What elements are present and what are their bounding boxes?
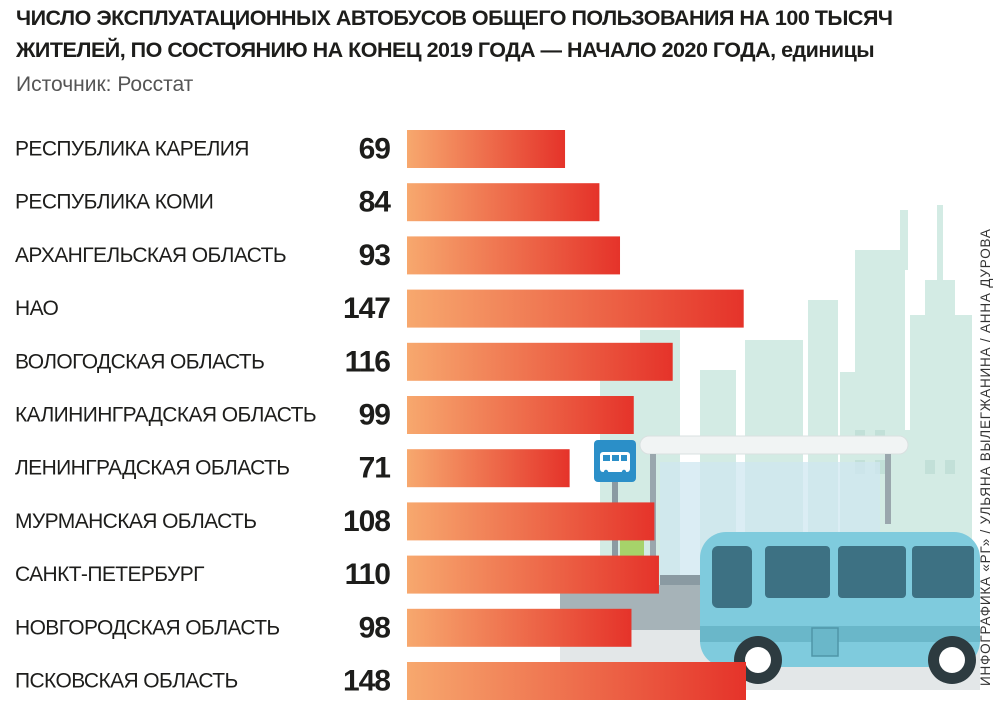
chart-rows: РЕСПУБЛИКА КАРЕЛИЯ 69 РЕСПУБЛИКА КОМИ 84 АРХ… (15, 130, 746, 700)
category-label: САНКТ-ПЕТЕРБУРГ (15, 563, 204, 586)
category-label: НОВГОРОДСКАЯ ОБЛАСТЬ (15, 616, 280, 639)
data-label: 116 (345, 345, 391, 378)
chart-title-line-1: ЧИСЛО ЭКСПЛУАТАЦИОННЫХ АВТОБУСОВ ОБЩЕГО … (16, 6, 893, 30)
bus-icon (700, 532, 980, 684)
data-label: 71 (359, 452, 391, 485)
bar (407, 183, 600, 222)
data-label: 147 (343, 292, 390, 325)
bar (407, 608, 632, 647)
bar (407, 502, 655, 541)
data-label: 99 (359, 399, 391, 432)
category-label: МУРМАНСКАЯ ОБЛАСТЬ (15, 510, 256, 533)
chart-title-line-2: ЖИТЕЛЕЙ, ПО СОСТОЯНИЮ НА КОНЕЦ 2019 ГОДА… (16, 38, 875, 63)
data-label: 93 (359, 239, 391, 272)
category-label: ВОЛОГОДСКАЯ ОБЛАСТЬ (15, 350, 264, 373)
category-label: РЕСПУБЛИКА КОМИ (15, 191, 213, 214)
data-label: 108 (343, 505, 390, 538)
category-label: РЕСПУБЛИКА КАРЕЛИЯ (15, 138, 249, 161)
bar (407, 662, 746, 700)
data-label: 110 (345, 558, 391, 591)
bar (407, 396, 634, 434)
data-label: 148 (343, 665, 390, 698)
bar (407, 130, 566, 168)
bar (407, 449, 570, 488)
data-label: 84 (359, 186, 392, 219)
category-label: НАО (15, 297, 59, 320)
bar (407, 289, 744, 328)
data-label: 98 (359, 611, 391, 644)
data-label: 69 (359, 133, 391, 166)
bar (407, 342, 673, 381)
chart-title-line-2-text: ЖИТЕЛЕЙ, ПО СОСТОЯНИЮ НА КОНЕЦ 2019 ГОДА… (16, 38, 776, 62)
category-label: АРХАНГЕЛЬСКАЯ ОБЛАСТЬ (15, 244, 286, 267)
bar (407, 555, 659, 594)
bar (407, 236, 621, 275)
category-label: ПСКОВСКАЯ ОБЛАСТЬ (15, 670, 238, 693)
infographic-credit: ИНФОГРАФИКА «РГ» / УЛЬЯНА ВЫЛЕГЖАНИНА / … (978, 228, 993, 686)
source-note: Источник: Росстат (16, 73, 194, 96)
category-label: ЛЕНИНГРАДСКАЯ ОБЛАСТЬ (15, 457, 289, 480)
chart-unit: единицы (781, 38, 875, 62)
category-label: КАЛИНИНГРАДСКАЯ ОБЛАСТЬ (15, 404, 316, 427)
